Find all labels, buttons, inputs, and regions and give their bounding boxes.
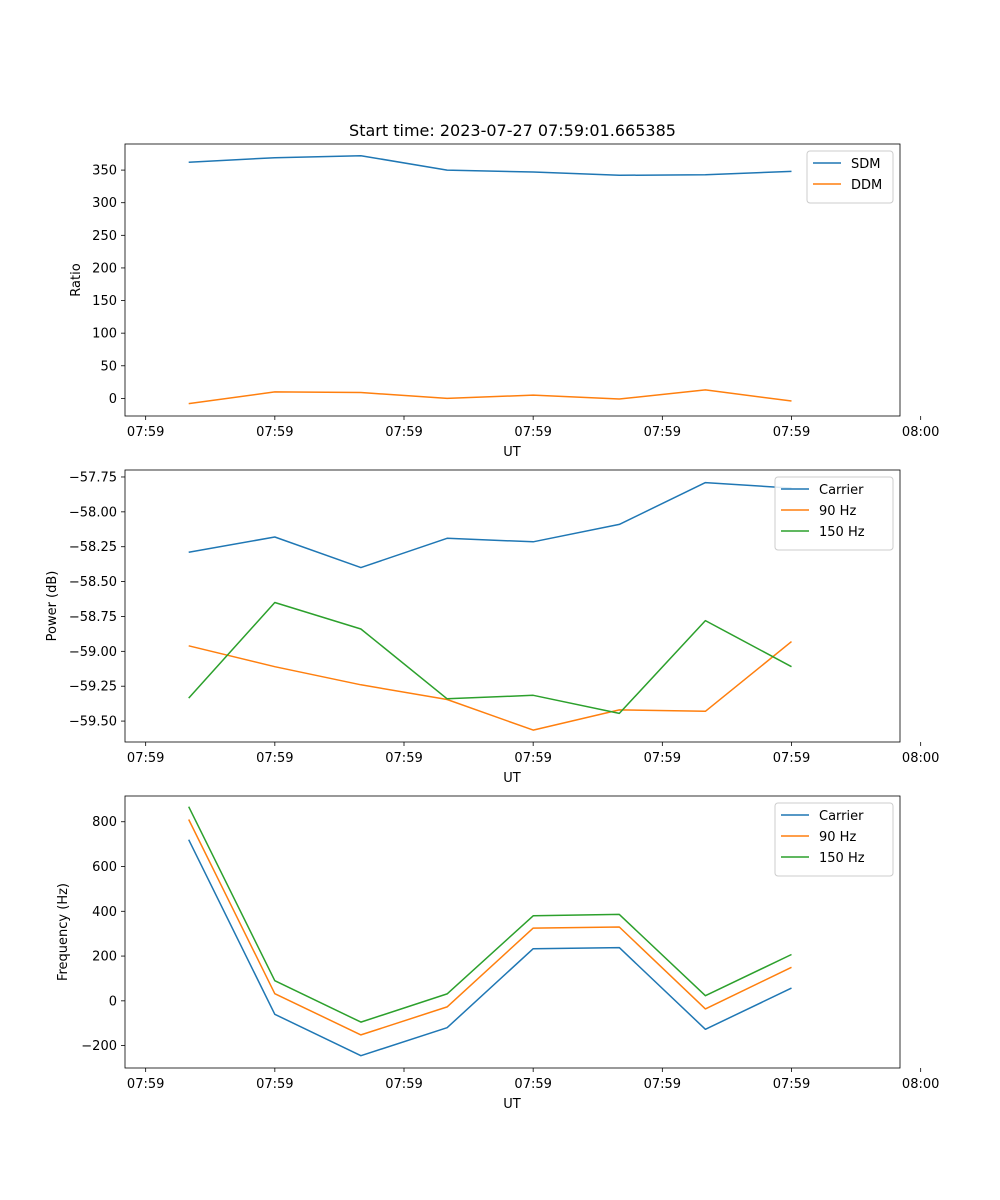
x-tick-label: 07:59	[514, 425, 551, 440]
series-line-carrier	[188, 839, 792, 1057]
x-tick-label: 07:59	[256, 751, 293, 766]
x-tick-label: 07:59	[773, 1077, 810, 1092]
y-axis-label: Power (dB)	[45, 571, 60, 642]
x-tick-label: 07:59	[644, 1077, 681, 1092]
y-tick-label: 250	[92, 229, 117, 244]
legend-label: SDM	[851, 157, 880, 172]
y-tick-label: −59.00	[69, 645, 117, 660]
series-line-ddm	[188, 389, 792, 405]
y-tick-label: −59.25	[69, 680, 117, 695]
chart-panel-1: 07:59 07:59 07:59 07:59 07:59 07:59 08:00 0 50 10…	[69, 121, 939, 460]
x-axis-label: UT	[503, 771, 521, 786]
series-line-90-hz	[188, 641, 792, 731]
legend-label: 150 Hz	[819, 525, 865, 540]
series-line-150-hz	[188, 806, 792, 1023]
x-tick-label: 07:59	[127, 1077, 164, 1092]
y-tick-label: −58.50	[69, 575, 117, 590]
y-tick-label: −58.00	[69, 505, 117, 520]
y-axis-label: Ratio	[69, 263, 84, 296]
legend: Carrier 90 Hz 150 Hz	[774, 476, 894, 551]
x-tick-label: 08:00	[902, 1077, 939, 1092]
x-tick-label: 07:59	[256, 1077, 293, 1092]
legend-label: 90 Hz	[819, 830, 856, 845]
legend-label: Carrier	[819, 483, 864, 498]
y-tick-label: −58.25	[69, 540, 117, 555]
y-tick-label: 200	[92, 261, 117, 276]
axes-frame	[124, 469, 901, 743]
x-tick-label: 07:59	[127, 751, 164, 766]
y-tick-label: 150	[92, 294, 117, 309]
series-line-carrier	[188, 481, 792, 569]
x-tick-label: 07:59	[127, 425, 164, 440]
legend-label: Carrier	[819, 809, 864, 824]
y-tick-label: 300	[92, 196, 117, 211]
y-tick-label: 0	[109, 994, 117, 1009]
x-tick-label: 07:59	[256, 425, 293, 440]
axes-frame	[124, 143, 901, 417]
x-tick-label: 07:59	[385, 1077, 422, 1092]
series-line-sdm	[188, 154, 792, 177]
x-tick-label: 07:59	[385, 751, 422, 766]
y-tick-label: 600	[92, 860, 117, 875]
series-line-150-hz	[188, 601, 792, 715]
x-axis-label: UT	[503, 445, 521, 460]
x-tick-label: 08:00	[902, 751, 939, 766]
y-tick-label: −58.75	[69, 610, 117, 625]
legend-label: 150 Hz	[819, 851, 865, 866]
legend: SDM DDM	[806, 150, 894, 204]
x-tick-label: 07:59	[644, 751, 681, 766]
x-tick-label: 07:59	[385, 425, 422, 440]
legend: Carrier 90 Hz 150 Hz	[774, 802, 894, 877]
x-axis-label: UT	[503, 1097, 521, 1112]
y-tick-label: 100	[92, 327, 117, 342]
chart-panel-3: 07:59 07:59 07:59 07:59 07:59 07:59 08:00 −200 0…	[56, 795, 939, 1112]
x-tick-label: 07:59	[773, 751, 810, 766]
y-tick-label: 400	[92, 905, 117, 920]
x-tick-label: 07:59	[514, 751, 551, 766]
chart-title: Start time: 2023-07-27 07:59:01.665385	[349, 121, 676, 140]
axes-frame	[124, 795, 901, 1069]
y-tick-label: −200	[81, 1039, 117, 1054]
x-tick-label: 07:59	[514, 1077, 551, 1092]
x-tick-label: 07:59	[644, 425, 681, 440]
y-axis-label: Frequency (Hz)	[56, 883, 71, 981]
y-tick-label: −59.50	[69, 715, 117, 730]
y-tick-label: 50	[100, 359, 117, 374]
legend-box	[806, 150, 894, 204]
y-tick-label: 0	[109, 392, 117, 407]
y-tick-label: −57.75	[69, 470, 117, 485]
chart-panel-2: 07:59 07:59 07:59 07:59 07:59 07:59 08:00 −59.5…	[45, 469, 939, 786]
x-tick-label: 07:59	[773, 425, 810, 440]
series-line-90-hz	[188, 819, 792, 1036]
y-tick-label: 800	[92, 815, 117, 830]
legend-label: DDM	[851, 178, 882, 193]
y-tick-label: 350	[92, 164, 117, 179]
legend-label: 90 Hz	[819, 504, 856, 519]
x-tick-label: 08:00	[902, 425, 939, 440]
y-tick-label: 200	[92, 950, 117, 965]
